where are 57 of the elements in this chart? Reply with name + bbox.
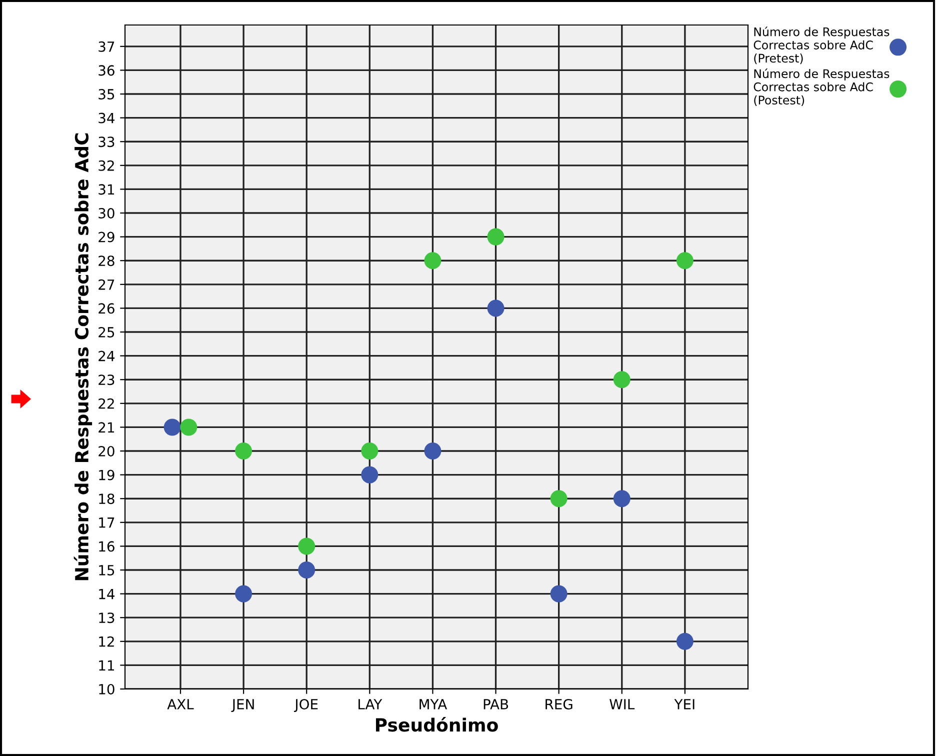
x-tick-label: JEN — [231, 699, 254, 712]
y-tick-label: 21 — [98, 422, 114, 432]
point — [235, 585, 252, 602]
x-tick-label: MYA — [420, 699, 448, 710]
point — [550, 490, 568, 508]
point — [424, 442, 442, 460]
y-tick-label: 28 — [98, 256, 114, 266]
point — [613, 490, 630, 508]
y-tick-label: 15 — [99, 565, 114, 576]
y-tick-label: 35 — [98, 88, 114, 100]
y-tick-label: 36 — [98, 65, 114, 76]
point — [676, 632, 694, 650]
point — [298, 562, 316, 579]
y-tick-label: 13 — [99, 612, 114, 624]
y-tick-label: 37 — [98, 41, 114, 52]
legend-label: Número de Respuestas Correctas sobre AdC (Postest) — [754, 68, 890, 106]
y-tick-label: 10 — [99, 684, 114, 694]
x-tick-label: PAB — [484, 699, 508, 710]
y-tick-label: 11 — [99, 660, 114, 670]
point — [298, 538, 316, 555]
point — [550, 585, 568, 602]
y-tick-label: 16 — [99, 541, 114, 552]
point — [487, 228, 504, 246]
y-tick-label: 29 — [98, 232, 114, 242]
point — [487, 300, 504, 317]
legend-label: Número de Respuestas Correctas sobre AdC (Pretest) — [754, 26, 890, 64]
y-tick-label: 12 — [99, 636, 114, 647]
x-tick-label: REG — [546, 698, 572, 710]
y-tick-label: 19 — [99, 470, 114, 480]
point — [361, 442, 378, 460]
y-tick-label: 18 — [99, 494, 114, 504]
y-tick-label: 24 — [98, 350, 114, 362]
y-tick-label: 32 — [98, 160, 114, 171]
point — [235, 442, 252, 460]
x-tick-label: AXL — [167, 699, 194, 710]
x-tick-label: JOE — [294, 698, 318, 712]
y-tick-label: 17 — [99, 518, 114, 528]
x-axis-title: Pseudónimo — [376, 716, 498, 732]
y-tick-label: 20 — [98, 446, 114, 456]
point — [676, 252, 694, 270]
y-tick-label: 34 — [98, 112, 114, 124]
y-tick-label: 27 — [98, 279, 114, 290]
y-tick-label: 22 — [98, 398, 114, 409]
y-tick-label: 33 — [98, 136, 114, 148]
y-axis-title: Número de Respuestas Correctas sobre AdC — [74, 133, 92, 580]
x-tick-label: YEI — [674, 699, 694, 710]
point — [361, 466, 378, 484]
y-tick-label: 30 — [98, 208, 114, 218]
x-tick-label: LAY — [358, 699, 382, 710]
point — [613, 371, 630, 388]
y-tick-label: 14 — [99, 588, 114, 600]
y-tick-label: 25 — [98, 326, 114, 338]
y-tick-label: 31 — [98, 184, 114, 195]
point — [424, 252, 442, 270]
x-tick-label: WIL — [610, 699, 635, 710]
y-tick-label: 26 — [98, 303, 114, 314]
y-tick-label: 23 — [98, 374, 114, 386]
